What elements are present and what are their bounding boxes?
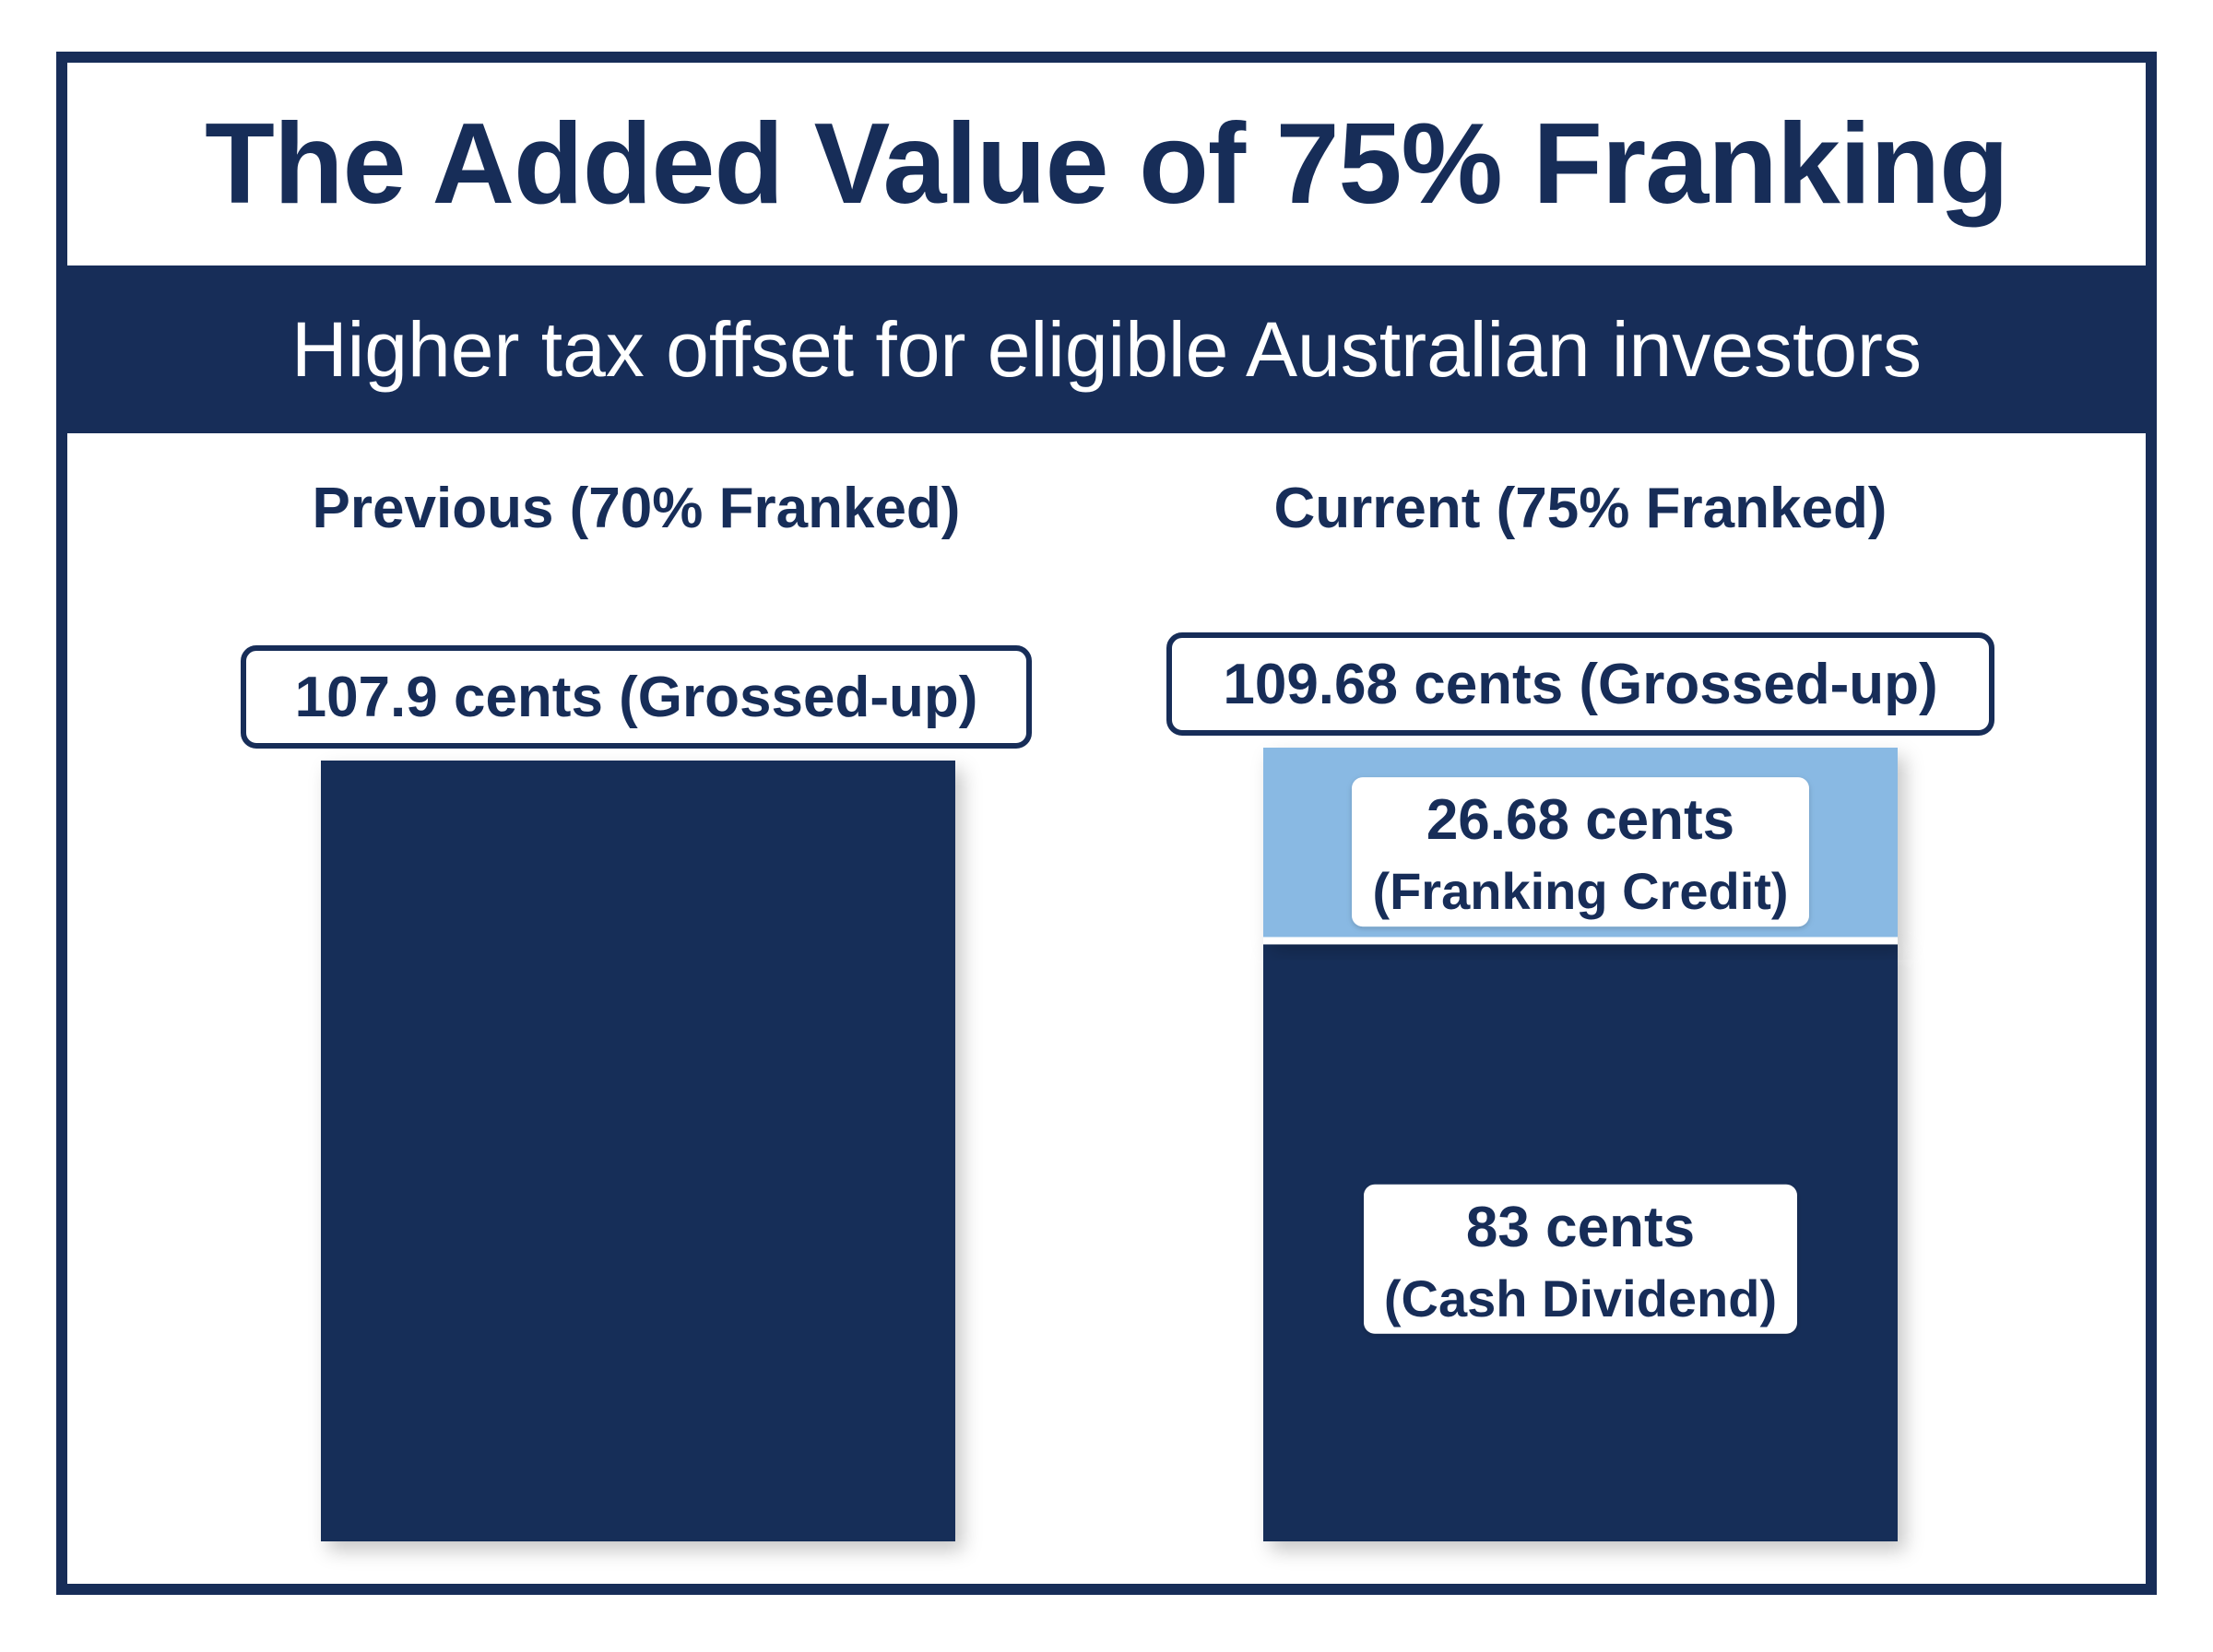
total-label-box (1166, 632, 1994, 737)
category-label: Previous (70% Franked) (313, 477, 961, 540)
total-value-label: 107.9 cents (Grossed-up) (295, 666, 978, 729)
chart-title: The Added Value of 75% Franking (205, 100, 2009, 228)
bar-0 (321, 760, 955, 1541)
total-label-box (241, 644, 1032, 749)
segment-value-label: 26.68 cents (1426, 788, 1734, 852)
total-value-label: 109.68 cents (Grossed-up) (1223, 653, 1937, 716)
segment-divider (1263, 937, 1898, 945)
segment-name-label: (Cash Dividend) (1384, 1269, 1777, 1328)
subtitle-banner: Higher tax offset for eligible Australia… (67, 266, 2146, 433)
segment-name-label: (Franking Credit) (1372, 862, 1788, 920)
segment-label-chip (1352, 777, 1809, 927)
category-label: Current (75% Franked) (1274, 477, 1888, 540)
segment-value-label: 83 cents (1466, 1196, 1695, 1259)
chart-subtitle: Higher tax offset for eligible Australia… (290, 305, 1923, 393)
segment-label-chip (1364, 1184, 1797, 1334)
